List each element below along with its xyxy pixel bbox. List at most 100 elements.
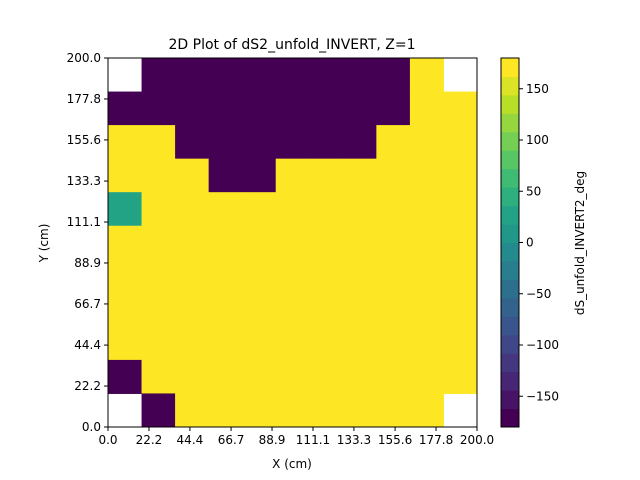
colorbar-level (501, 168, 519, 188)
heatmap-cell (275, 225, 310, 260)
heatmap-cell (309, 326, 344, 361)
heatmap-cell (443, 259, 478, 294)
heatmap-cell (175, 393, 210, 428)
x-tick-label: 111.1 (296, 433, 330, 447)
heatmap-cell (175, 58, 210, 93)
y-axis: 0.0 22.2 44.4 66.7 88.9 111.1 133.3 155.6 177.8 2… (67, 51, 108, 434)
colorbar-label: dS_unfold_INVERT2_deg (573, 171, 587, 315)
heatmap-cell (208, 192, 243, 227)
colorbar-level (501, 371, 519, 391)
colorbar-tick-label: −100 (526, 338, 559, 352)
heatmap-cell (242, 393, 277, 428)
heatmap-cell (443, 292, 478, 327)
colorbar-level (501, 150, 519, 170)
heatmap-cell (342, 326, 377, 361)
heatmap-cell (242, 359, 277, 394)
heatmap-cell (409, 58, 444, 93)
colorbar-tick-label: −150 (526, 389, 559, 403)
colorbar-level (501, 316, 519, 336)
heatmap-cell (309, 158, 344, 193)
heatmap-cell (141, 91, 176, 126)
colorbar-level (501, 242, 519, 262)
heatmap-cell (141, 259, 176, 294)
x-axis-label: X (cm) (272, 457, 312, 471)
heatmap-cell (208, 125, 243, 160)
x-tick-label: 44.4 (177, 433, 204, 447)
colorbar-level (501, 224, 519, 243)
heatmap-cell (108, 326, 143, 361)
heatmap-cell (141, 192, 176, 227)
heatmap-cell (409, 192, 444, 227)
heatmap-cell (443, 326, 478, 361)
heatmap-cell (242, 259, 277, 294)
chart-title: 2D Plot of dS2_unfold_INVERT, Z=1 (168, 37, 415, 53)
heatmap-cell (342, 125, 377, 160)
heatmap-cell (376, 91, 411, 126)
heatmap-cell (175, 326, 210, 361)
colorbar-level (501, 187, 519, 207)
heatmap-cell (409, 125, 444, 160)
heatmap-cell (443, 192, 478, 227)
heatmap-cell (409, 292, 444, 327)
x-tick-label: 133.3 (337, 433, 371, 447)
heatmap-cell (108, 91, 143, 126)
heatmap-cell (342, 91, 377, 126)
x-tick-label: 0.0 (98, 433, 117, 447)
heatmap-cell (175, 259, 210, 294)
heatmap-cell (208, 326, 243, 361)
heatmap-cell (409, 91, 444, 126)
heatmap-cell (376, 58, 411, 93)
heatmap-cell (275, 292, 310, 327)
heatmap-cell (275, 259, 310, 294)
heatmap-cell (443, 125, 478, 160)
heatmap-cell (342, 259, 377, 294)
heatmap-cell (342, 158, 377, 193)
colorbar-tick-label: 100 (526, 133, 549, 147)
heatmap-cell (208, 359, 243, 394)
colorbar-level (501, 58, 519, 77)
colorbar-level (501, 390, 519, 410)
heatmap-cell (376, 292, 411, 327)
heatmap-cell (376, 359, 411, 394)
heatmap-cell (175, 225, 210, 260)
colorbar-level (501, 334, 519, 354)
colorbar-level (501, 76, 519, 96)
heatmap-cell (208, 292, 243, 327)
colorbar-level (501, 408, 519, 428)
heatmap-cell (108, 125, 143, 160)
heatmap-cell (141, 158, 176, 193)
heatmap-cell (309, 359, 344, 394)
heatmap-cell (275, 359, 310, 394)
heatmap-cell (309, 58, 344, 93)
heatmap-cell (309, 91, 344, 126)
colorbar-level (501, 113, 519, 133)
heatmap-cell (242, 125, 277, 160)
heatmap-cell (242, 192, 277, 227)
heatmap-cell (175, 91, 210, 126)
heatmap-cell (342, 192, 377, 227)
y-axis-label: Y (cm) (37, 224, 51, 264)
heatmap-cell (275, 158, 310, 193)
heatmap-cell (376, 393, 411, 428)
heatmap-cell (141, 292, 176, 327)
colorbar-level (501, 353, 519, 373)
heatmap-cell (376, 259, 411, 294)
colorbar-level (501, 260, 519, 280)
y-tick-label: 200.0 (67, 51, 101, 65)
heatmap-cell (376, 326, 411, 361)
heatmap-cell (275, 326, 310, 361)
heatmap-cell (242, 58, 277, 93)
heatmap-cell (443, 359, 478, 394)
x-tick-label: 155.6 (378, 433, 412, 447)
colorbar-level (501, 279, 519, 299)
heatmap-cell (141, 393, 176, 428)
heatmap-cell (309, 259, 344, 294)
heatmap-cell (175, 158, 210, 193)
colorbar-axis: 150 100 50 0 −50 −100 −150 (519, 82, 559, 403)
y-tick-label: 22.2 (74, 379, 101, 393)
heatmap-cells (108, 58, 478, 428)
heatmap-cell (108, 225, 143, 260)
y-tick-label: 155.6 (67, 133, 101, 147)
heatmap-cell (309, 393, 344, 428)
